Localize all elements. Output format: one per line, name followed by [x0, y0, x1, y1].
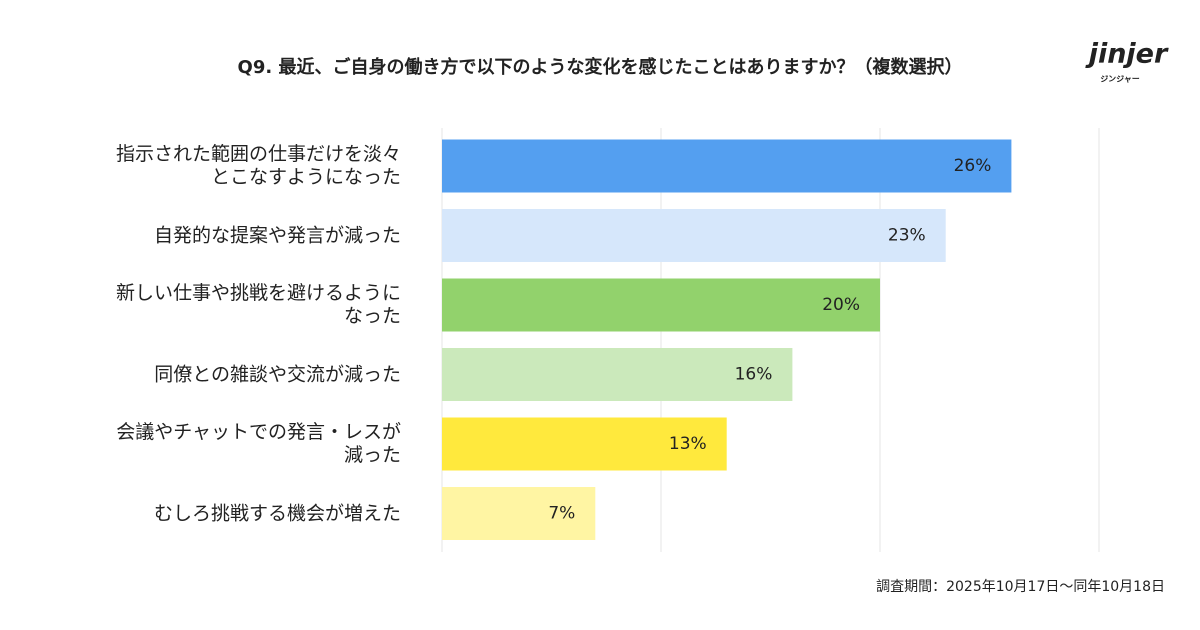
bar [442, 278, 880, 332]
value-label: 23% [888, 226, 926, 246]
chart-title: Q9. 最近、ご自身の働き方で以下のような変化を感じたことはありますか？（複数選… [238, 56, 963, 78]
value-label: 16% [735, 365, 773, 385]
category-label: 同僚との雑談や交流が減った [154, 363, 401, 385]
category-label: 新しい仕事や挑戦を避けるようになった [115, 282, 401, 327]
bar [442, 139, 1012, 193]
note: 調査期間：2025年10月17日〜同年10月18日 [876, 579, 1165, 595]
value-label: 20% [822, 295, 860, 315]
bar [442, 487, 596, 540]
logo-name: jinjer [1085, 39, 1169, 70]
value-label: 7% [548, 504, 575, 524]
bar [442, 209, 946, 262]
value-label: 13% [669, 434, 707, 454]
category-label: むしろ挑戦する機会が増えた [153, 502, 401, 524]
bar [442, 348, 793, 401]
category-label: 会議やチャットでの発言・レスが減った [116, 421, 401, 466]
category-label: 自発的な提案や発言が減った [153, 224, 401, 246]
bar [442, 417, 727, 471]
value-label: 26% [954, 156, 992, 176]
category-label: 指示された範囲の仕事だけを淡々とこなすようになった [115, 143, 401, 188]
logo-kana: ジンジャー [1100, 75, 1140, 84]
